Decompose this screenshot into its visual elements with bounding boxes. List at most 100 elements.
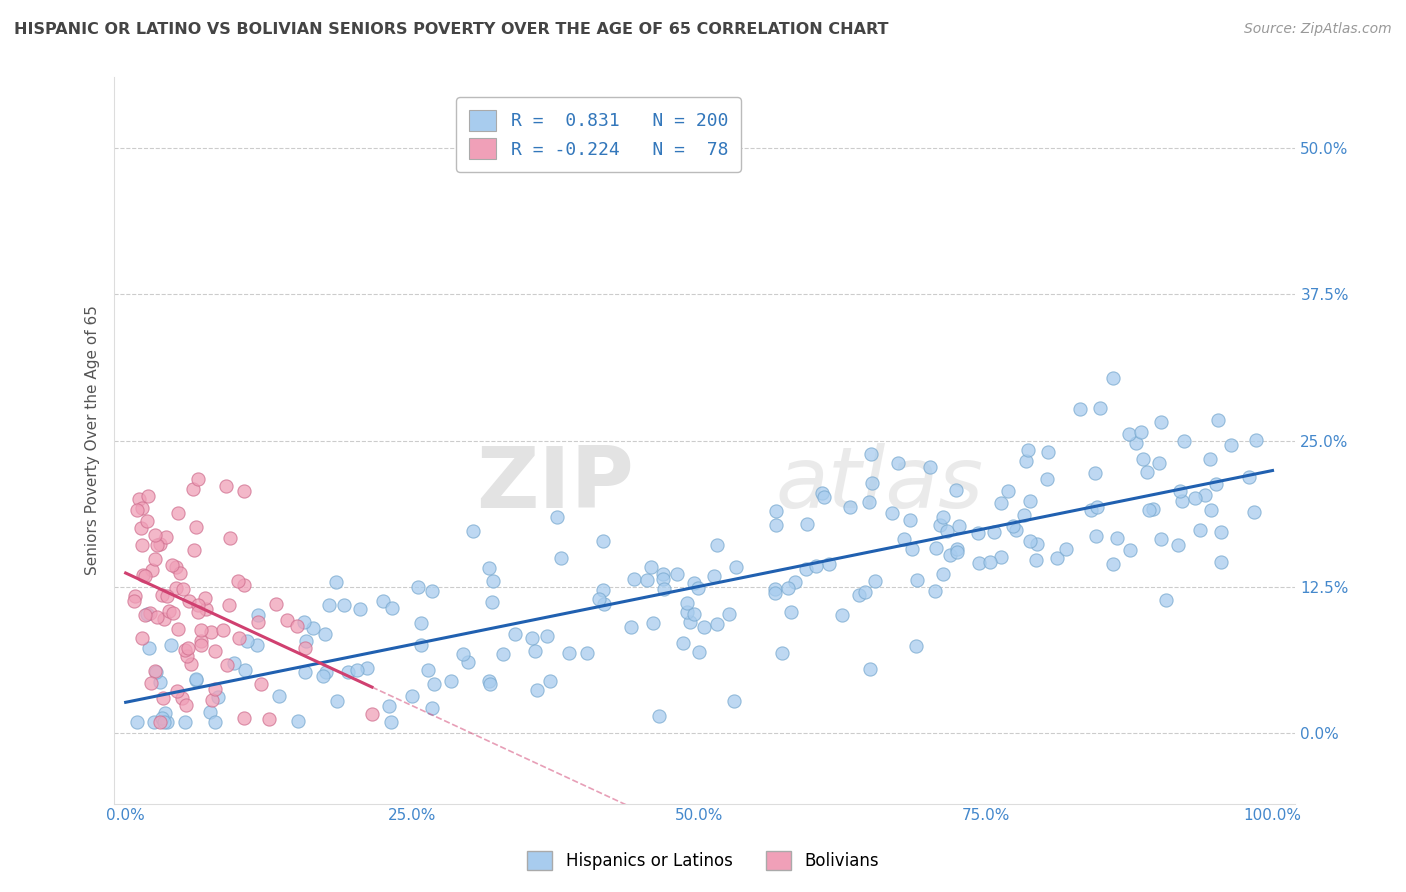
Point <box>420 584 443 599</box>
Point <box>887 456 910 470</box>
Point <box>218 599 240 613</box>
Legend: R =  0.831   N = 200, R = -0.224   N =  78: R = 0.831 N = 200, R = -0.224 N = 78 <box>457 97 741 171</box>
Point <box>778 581 800 595</box>
Point <box>276 613 298 627</box>
Point <box>187 472 209 486</box>
Point <box>997 484 1019 499</box>
Point <box>620 620 643 634</box>
Point <box>401 689 423 703</box>
Point <box>157 604 180 618</box>
Point <box>765 504 787 518</box>
Point <box>936 524 959 538</box>
Point <box>295 634 318 648</box>
Point <box>145 664 167 678</box>
Point <box>503 627 526 641</box>
Point <box>1017 443 1039 458</box>
Point <box>143 527 166 541</box>
Point <box>136 489 159 503</box>
Point <box>194 601 217 615</box>
Point <box>932 566 955 581</box>
Point <box>152 714 174 729</box>
Point <box>478 561 501 575</box>
Point <box>150 588 173 602</box>
Point <box>1019 494 1042 508</box>
Point <box>1101 370 1123 384</box>
Point <box>1173 434 1195 448</box>
Point <box>1018 534 1040 549</box>
Point <box>1025 552 1047 566</box>
Point <box>966 525 988 540</box>
Point <box>557 646 579 660</box>
Point <box>125 503 148 517</box>
Point <box>186 519 208 533</box>
Point <box>948 519 970 533</box>
Point <box>1243 505 1265 519</box>
Point <box>194 591 217 605</box>
Point <box>550 550 572 565</box>
Point <box>706 538 728 552</box>
Point <box>1054 542 1077 557</box>
Point <box>294 641 316 656</box>
Point <box>763 586 786 600</box>
Point <box>215 657 238 672</box>
Point <box>546 510 568 524</box>
Point <box>167 506 190 520</box>
Point <box>174 714 197 729</box>
Point <box>131 521 153 535</box>
Point <box>925 541 948 556</box>
Point <box>676 605 699 619</box>
Point <box>882 506 904 520</box>
Point <box>124 589 146 603</box>
Point <box>1147 456 1170 470</box>
Point <box>804 559 827 574</box>
Point <box>939 548 962 562</box>
Point <box>165 560 187 574</box>
Point <box>1088 401 1111 416</box>
Point <box>831 607 853 622</box>
Point <box>723 694 745 708</box>
Point <box>481 574 503 589</box>
Point <box>228 632 250 646</box>
Point <box>1220 438 1243 452</box>
Point <box>924 583 946 598</box>
Point <box>652 573 675 587</box>
Point <box>134 568 156 582</box>
Point <box>523 644 546 658</box>
Point <box>143 714 166 729</box>
Point <box>1244 433 1267 447</box>
Point <box>149 714 172 729</box>
Point <box>222 656 245 670</box>
Point <box>1069 401 1091 416</box>
Point <box>162 558 184 572</box>
Point <box>1211 525 1233 540</box>
Point <box>373 593 395 607</box>
Point <box>184 673 207 688</box>
Point <box>479 677 502 691</box>
Point <box>156 590 179 604</box>
Point <box>703 568 725 582</box>
Point <box>198 705 221 719</box>
Point <box>838 500 860 514</box>
Point <box>177 594 200 608</box>
Point <box>522 631 544 645</box>
Point <box>409 638 432 652</box>
Point <box>122 593 145 607</box>
Point <box>201 693 224 707</box>
Point <box>990 550 1012 565</box>
Point <box>688 645 710 659</box>
Point <box>946 541 969 556</box>
Point <box>257 712 280 726</box>
Point <box>152 691 174 706</box>
Point <box>141 563 163 577</box>
Point <box>145 665 167 679</box>
Point <box>945 483 967 497</box>
Point <box>170 691 193 706</box>
Point <box>153 706 176 720</box>
Point <box>901 541 924 556</box>
Point <box>904 639 927 653</box>
Point <box>592 534 614 549</box>
Point <box>233 664 256 678</box>
Point <box>1194 488 1216 502</box>
Point <box>315 665 337 680</box>
Point <box>294 615 316 630</box>
